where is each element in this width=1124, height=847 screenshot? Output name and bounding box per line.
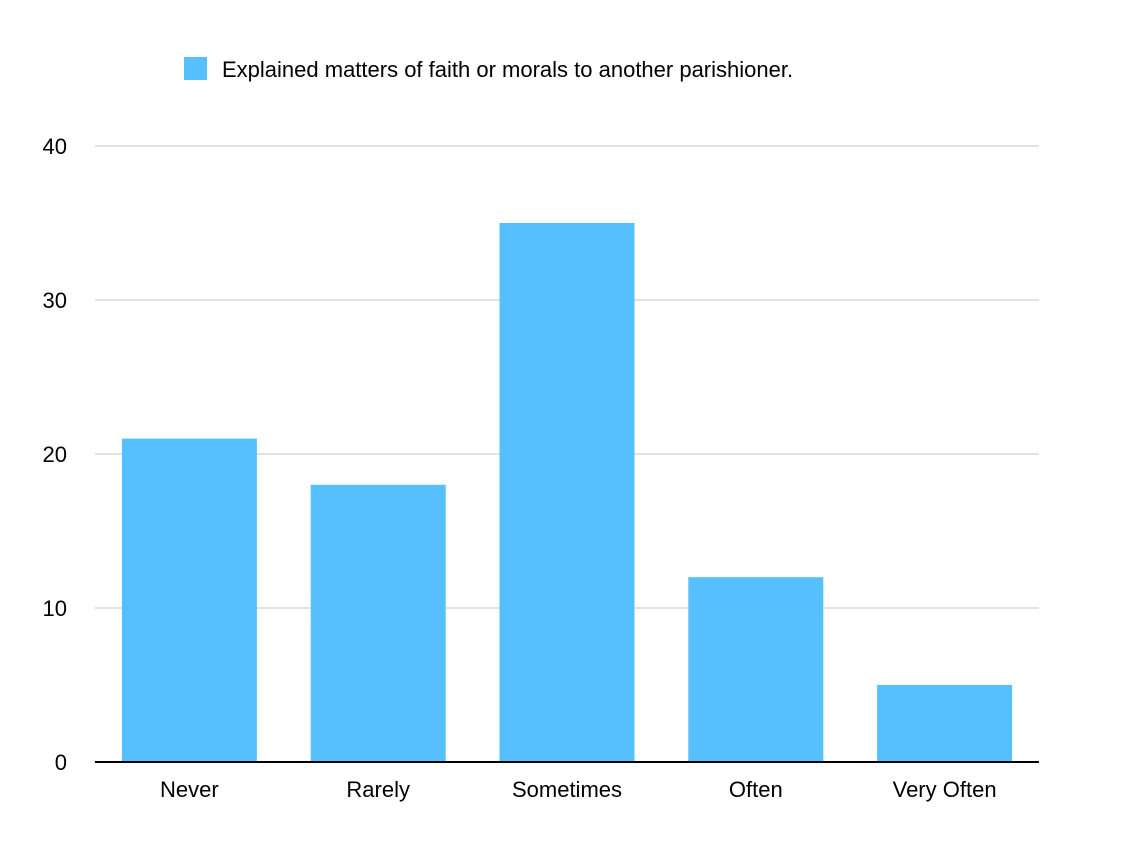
bar-rarely (310, 484, 446, 762)
bars (121, 223, 1013, 762)
x-tick-label: Often (729, 777, 783, 802)
x-tick-label: Very Often (893, 777, 997, 802)
y-axis-tick-labels: 0 10 20 30 40 (43, 134, 67, 775)
bar-sometimes (499, 223, 635, 762)
y-tick-label: 10 (43, 596, 67, 621)
bar-never (121, 438, 257, 762)
y-tick-label: 40 (43, 134, 67, 159)
bar-often (688, 577, 824, 762)
x-tick-label: Sometimes (512, 777, 622, 802)
y-tick-label: 0 (55, 750, 67, 775)
x-tick-label: Never (160, 777, 219, 802)
x-axis-tick-labels: Never Rarely Sometimes Often Very Often (160, 777, 997, 802)
x-tick-label: Rarely (346, 777, 410, 802)
y-tick-label: 30 (43, 288, 67, 313)
bar-very-often (877, 685, 1013, 762)
legend: Explained matters of faith or morals to … (184, 57, 793, 82)
legend-label: Explained matters of faith or morals to … (222, 57, 793, 82)
y-tick-label: 20 (43, 442, 67, 467)
legend-swatch (184, 57, 207, 80)
